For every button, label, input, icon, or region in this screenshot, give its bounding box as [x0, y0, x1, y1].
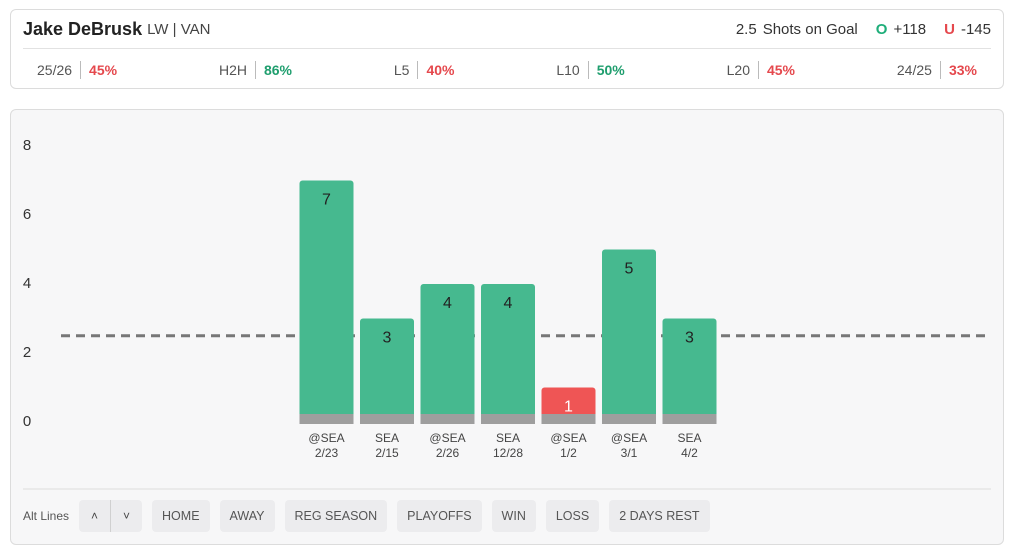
stat-separator [939, 61, 941, 79]
x-tick-label: SEA [375, 431, 399, 445]
bar-base [481, 414, 535, 424]
bar-base [541, 414, 596, 424]
bar-base [420, 414, 475, 424]
x-tick-date: 4/2 [681, 446, 698, 460]
bar-base [360, 414, 414, 424]
x-tick-date: 2/15 [375, 446, 399, 460]
alt-lines-label: Alt Lines [23, 509, 70, 523]
filter-button[interactable]: HOME [152, 500, 210, 532]
x-tick-date: 2/23 [315, 446, 339, 460]
line-value: 2.5 [735, 20, 757, 38]
market: 2.5 Shots on Goal O +118 U -145 [736, 21, 991, 38]
value-label: 3 [383, 330, 392, 347]
down-button[interactable]: ˅ [123, 509, 131, 523]
filters: Alt Lines ˄ ˅ HOME AWAY REG SEASON PLAYOFFS… [23, 500, 710, 532]
stat-label: H2H [218, 62, 247, 78]
stat-separator [757, 61, 759, 79]
x-tick-label: @SEA [308, 431, 344, 445]
filter-button[interactable]: REG SEASON [284, 500, 388, 532]
stat-label: 25/26 [37, 62, 73, 78]
over-odds: +118 [893, 20, 927, 38]
stat-value: 33% [948, 62, 977, 78]
up-button[interactable]: ˄ [79, 500, 112, 532]
filter-button[interactable]: LOSS [545, 500, 600, 532]
bar [481, 284, 535, 422]
filter-button[interactable]: 2 DAYS REST [609, 500, 710, 532]
x-tick-date: 1/2 [560, 446, 577, 460]
chart: 024687@SEA2/233SEA2/154@SEA2/264SEA12/28… [23, 137, 991, 490]
value-label: 7 [322, 192, 331, 209]
value-label: 4 [504, 295, 513, 312]
stat: 24/25 33% [897, 61, 977, 79]
alt-line-arrows: ˄ ˅ [79, 500, 143, 532]
stat-label: 24/25 [896, 62, 932, 78]
bar [420, 284, 475, 422]
bar [541, 387, 596, 422]
y-tick-label: 8 [23, 137, 31, 154]
stat-separator [254, 61, 256, 79]
stat-separator [80, 61, 82, 79]
stat-value: 50% [596, 62, 625, 78]
stat-separator [587, 61, 589, 79]
market-name: Shots on Goal [762, 20, 858, 38]
stat-label: L20 [726, 62, 750, 78]
over-label: O [875, 20, 888, 38]
bar-base [299, 414, 354, 424]
y-tick-label: 0 [23, 413, 31, 430]
value-label: 1 [564, 399, 573, 416]
y-tick-label: 6 [23, 206, 31, 223]
player-name: Jake DeBrusk [23, 18, 143, 39]
x-tick-date: 2/26 [436, 446, 460, 460]
value-label: 5 [625, 261, 634, 278]
bar [602, 249, 656, 422]
bar [662, 318, 717, 422]
x-tick-date: 12/28 [493, 446, 523, 460]
stat-separator [417, 61, 419, 79]
stat-value: 45% [89, 62, 118, 78]
bar-base [662, 414, 717, 424]
stat: L20 45% [727, 61, 795, 79]
bar-base [602, 414, 656, 424]
filter-button[interactable]: PLAYOFFS [397, 500, 482, 532]
title-row: Jake DeBrusk LW | VAN 2.5 Shots on Goal … [23, 10, 991, 49]
bar [299, 180, 354, 422]
bar [360, 318, 414, 422]
stat-value: 40% [426, 62, 455, 78]
value-label: 4 [443, 295, 452, 312]
x-tick-date: 3/1 [621, 446, 638, 460]
stat: 25/26 45% [37, 61, 117, 79]
stat: H2H 86% [219, 61, 292, 79]
stat-value: 86% [263, 62, 292, 78]
value-label: 3 [685, 330, 694, 347]
x-tick-label: SEA [496, 431, 520, 445]
x-tick-label: @SEA [611, 431, 647, 445]
y-tick-label: 4 [23, 275, 31, 292]
filter-button[interactable]: AWAY [219, 500, 275, 532]
stats-row: 25/26 45% H2H 86% L5 40% L10 50% L20 45% 24/25 33% [37, 52, 977, 88]
stat: L5 40% [393, 61, 455, 79]
header-card: Jake DeBrusk LW | VAN 2.5 Shots on Goal … [10, 9, 1004, 89]
stat-value: 45% [766, 62, 796, 78]
under-label: U [944, 20, 955, 38]
stat-label: L10 [556, 62, 580, 78]
filter-button[interactable]: WIN [491, 500, 536, 532]
stat-label: L5 [393, 62, 410, 78]
player-position: LW | VAN [147, 20, 211, 38]
stat: L10 50% [556, 61, 625, 79]
chart-card: 0 2 4 6 8 7 @SEA 2/23 3 SEA 2/15 4 @SEA 2/26 4 SEA 12/28… [10, 109, 1004, 545]
y-tick-label: 2 [23, 344, 31, 361]
under-odds: -145 [960, 20, 991, 38]
x-tick-label: @SEA [429, 431, 465, 445]
x-tick-label: SEA [677, 431, 701, 445]
x-tick-label: @SEA [550, 431, 586, 445]
